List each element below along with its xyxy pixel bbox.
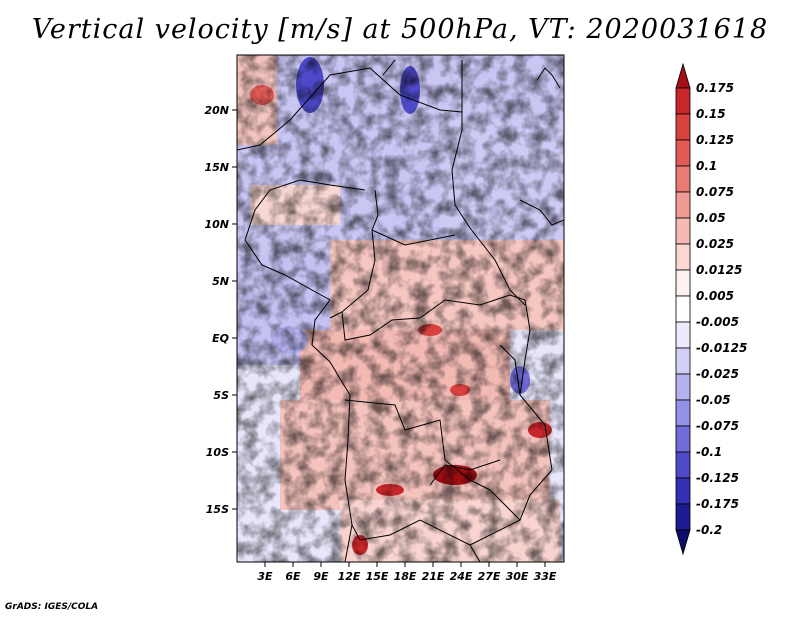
lon-label: 12E <box>338 570 361 583</box>
lon-axis: 3E 6E 9E 12E 15E 18E 21E 24E 27E 30E 33E <box>257 562 557 583</box>
colorbar-segment <box>675 243 691 271</box>
lon-label: 18E <box>394 570 417 583</box>
colorbar-segment <box>675 165 691 193</box>
map-frame <box>236 54 565 563</box>
country-borders <box>237 59 564 562</box>
colorbar-label: 0.0125 <box>696 263 742 277</box>
colorbar-label: 0.125 <box>696 133 734 147</box>
colorbar-label: -0.025 <box>696 367 739 381</box>
colorbar: 0.175 0.15 0.125 0.1 0.075 0.05 0.025 0.0125 0.0… <box>675 62 747 556</box>
lat-label: EQ <box>212 332 229 345</box>
lon-label: 9E <box>313 570 329 583</box>
colorbar-label: 0.05 <box>696 211 726 225</box>
lon-label: 6E <box>285 570 301 583</box>
lat-label: 10N <box>204 218 229 231</box>
colorbar-label: 0.175 <box>696 81 734 95</box>
colorbar-label: 0.025 <box>696 237 734 251</box>
colorbar-segment <box>675 399 691 427</box>
colorbar-label: -0.125 <box>696 471 739 485</box>
colorbar-segment <box>675 321 691 349</box>
lon-label: 33E <box>534 570 557 583</box>
lon-label: 21E <box>422 570 445 583</box>
grads-credit: GrADS: IGES/COLA <box>5 602 99 612</box>
colorbar-segment <box>675 503 691 531</box>
colorbar-segment <box>675 269 691 297</box>
colorbar-segment <box>675 139 691 167</box>
colorbar-segment <box>675 477 691 505</box>
colorbar-segment <box>675 451 691 479</box>
colorbar-label: -0.175 <box>696 497 739 511</box>
colorbar-label: -0.2 <box>696 523 722 537</box>
map-title: Vertical velocity [m/s] at 500hPa, VT: 2… <box>31 14 769 45</box>
colorbar-label: 0.15 <box>696 107 726 121</box>
lat-label: 15N <box>204 161 229 174</box>
colorbar-label: 0.1 <box>696 159 717 173</box>
velocity-field <box>237 55 564 562</box>
colorbar-segment <box>675 113 691 141</box>
colorbar-bottom-arrow <box>675 529 691 556</box>
colorbar-label: 0.075 <box>696 185 734 199</box>
lon-label: 3E <box>257 570 273 583</box>
lat-label: 5S <box>213 389 229 402</box>
lat-axis: 20N 15N 10N 5N EQ 5S 10S 15S <box>204 104 237 516</box>
colorbar-label: -0.05 <box>696 393 731 407</box>
colorbar-label: 0.005 <box>696 289 734 303</box>
colorbar-label: -0.1 <box>696 445 722 459</box>
colorbar-segment <box>675 425 691 453</box>
colorbar-segment <box>675 295 691 323</box>
lon-label: 27E <box>478 570 501 583</box>
lat-label: 20N <box>204 104 229 117</box>
lon-label: 24E <box>450 570 473 583</box>
lat-label: 10S <box>206 446 229 459</box>
colorbar-top-arrow <box>675 62 691 89</box>
colorbar-segment <box>675 191 691 219</box>
colorbar-segment <box>675 87 691 115</box>
colorbar-segment <box>675 217 691 245</box>
colorbar-segment <box>675 347 691 375</box>
colorbar-segment <box>675 373 691 401</box>
lon-label: 15E <box>366 570 389 583</box>
colorbar-label: -0.005 <box>696 315 739 329</box>
colorbar-label: -0.075 <box>696 419 739 433</box>
colorbar-label: -0.0125 <box>696 341 747 355</box>
lat-label: 15S <box>206 503 229 516</box>
lat-label: 5N <box>212 275 229 288</box>
lon-label: 30E <box>506 570 529 583</box>
